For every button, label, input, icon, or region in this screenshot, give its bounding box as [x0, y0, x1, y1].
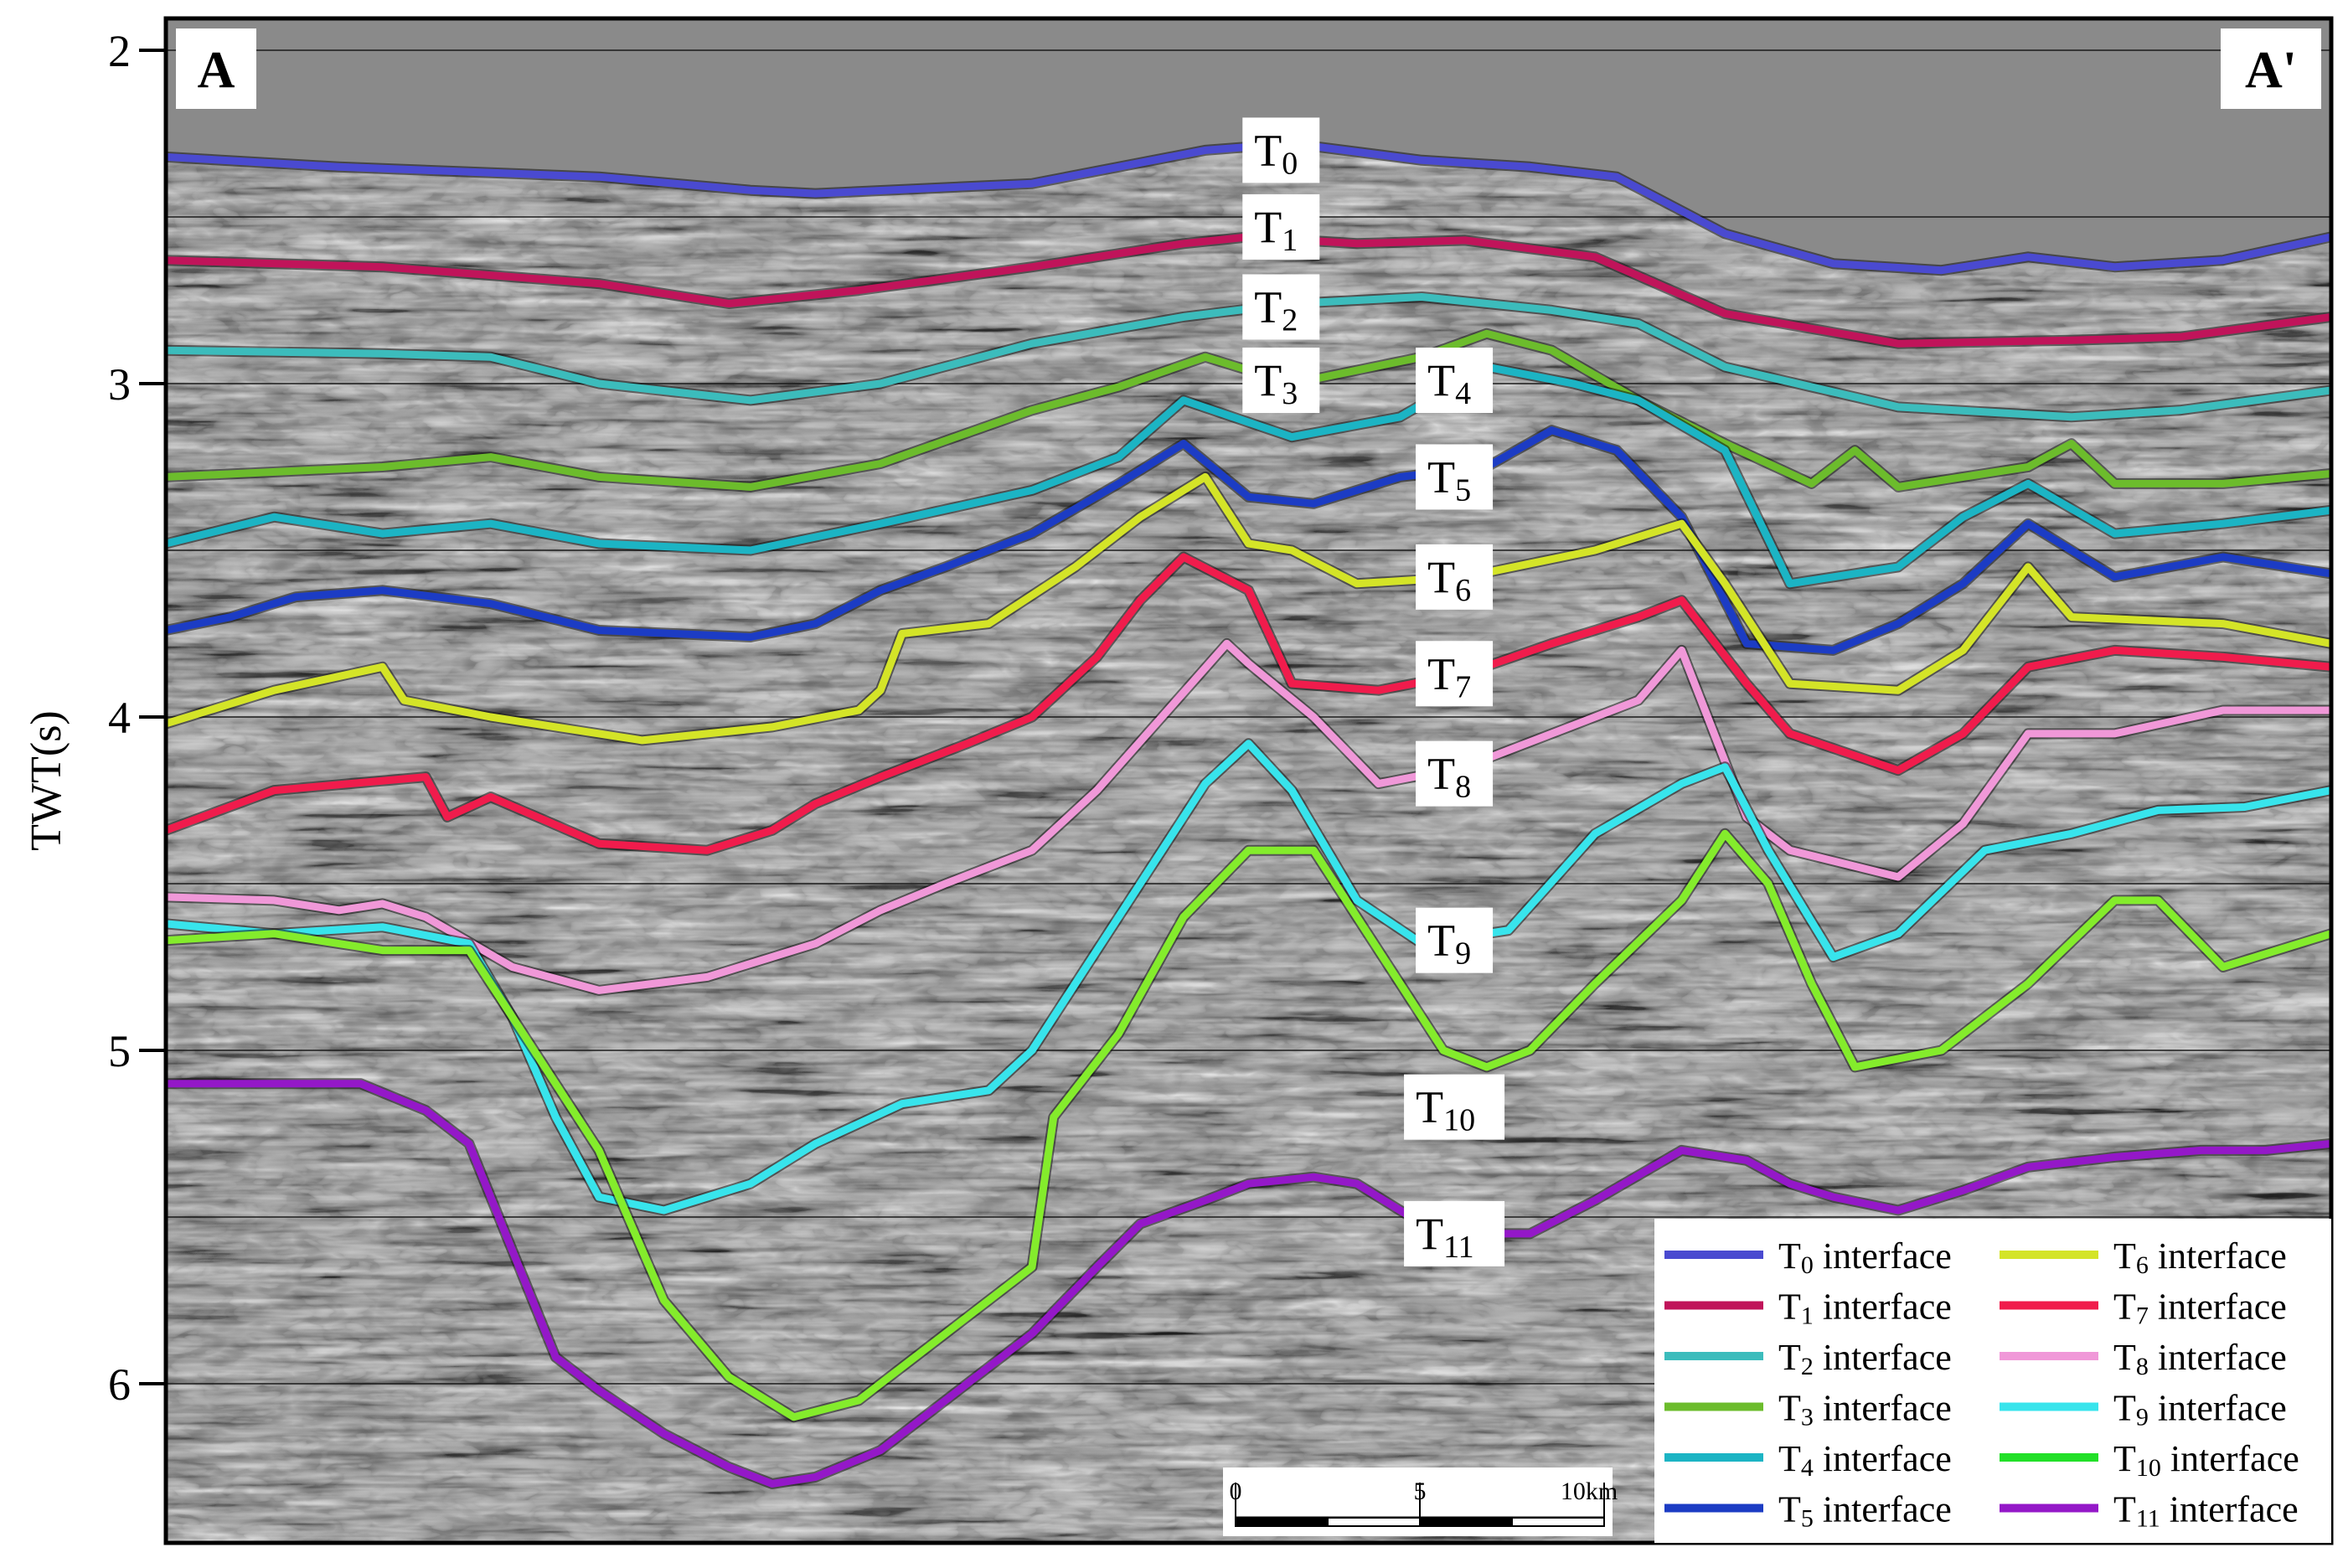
legend-entry-t0: T0 interface	[1664, 1235, 1952, 1279]
y-tick-label: 5	[108, 1026, 131, 1076]
svg-text:T3: T3	[1254, 355, 1298, 411]
svg-text:T10: T10	[1416, 1082, 1475, 1138]
horizon-line-t5	[166, 426, 2331, 654]
horizon-line-t3	[166, 329, 2331, 491]
scale-bar-label: 10km	[1561, 1478, 1618, 1505]
svg-text:T6: T6	[1427, 552, 1471, 608]
horizon-labels: T0 T1 T2 T3 T4 T5 T6 T7 T8 T9 T10 T11	[1242, 117, 1505, 1266]
svg-text:T8: T8	[1427, 749, 1471, 805]
legend-entry-t11: T11 interface	[2000, 1489, 2299, 1533]
horizon-line-t11	[166, 1080, 2331, 1488]
horizon-label-t9: T9	[1416, 907, 1494, 973]
svg-text:T8 interface: T8 interface	[2113, 1337, 2287, 1380]
horizon-line-t7	[166, 553, 2331, 854]
legend-entry-t9: T9 interface	[2000, 1388, 2287, 1431]
scale-bar: 0 5 10km	[1223, 1467, 1618, 1536]
horizon-label-t7: T7	[1416, 641, 1494, 707]
legend-entry-t8: T8 interface	[2000, 1337, 2287, 1380]
svg-text:T9: T9	[1427, 916, 1471, 972]
horizon-line-t9	[166, 740, 2331, 1215]
svg-text:T3 interface: T3 interface	[1778, 1388, 1952, 1431]
corner-label-a: A	[198, 42, 235, 99]
horizon-label-t6: T6	[1416, 544, 1494, 610]
svg-text:T4 interface: T4 interface	[1778, 1438, 1952, 1482]
horizon-label-t5: T5	[1416, 444, 1494, 510]
svg-text:T1 interface: T1 interface	[1778, 1287, 1952, 1330]
svg-text:T1: T1	[1254, 202, 1298, 258]
legend: T0 interface T1 interface T2 interface T3 i…	[1654, 1219, 2331, 1543]
legend-entry-t6: T6 interface	[2000, 1235, 2287, 1279]
svg-text:T2 interface: T2 interface	[1778, 1337, 1952, 1380]
svg-text:T5 interface: T5 interface	[1778, 1489, 1952, 1533]
legend-entry-t7: T7 interface	[2000, 1287, 2287, 1330]
seismic-section-panel: T0 T1 T2 T3 T4 T5 T6 T7 T8 T9 T10 T11	[166, 18, 2331, 1543]
horizon-label-t8: T8	[1416, 740, 1494, 807]
scale-bar-label: 0	[1230, 1478, 1242, 1505]
legend-entry-t10: T10 interface	[2000, 1438, 2299, 1482]
scale-bar-label: 5	[1414, 1478, 1427, 1505]
corner-label-right: A'	[2221, 28, 2321, 109]
svg-text:T6 interface: T6 interface	[2113, 1235, 2287, 1279]
svg-text:T7: T7	[1427, 648, 1471, 704]
svg-text:T7 interface: T7 interface	[2113, 1287, 2287, 1330]
horizon-line-t4	[166, 363, 2331, 588]
legend-entry-t4: T4 interface	[1664, 1438, 1952, 1482]
horizon-line-t8	[166, 639, 2331, 994]
horizon-label-t2: T2	[1242, 274, 1320, 340]
legend-entry-t3: T3 interface	[1664, 1388, 1952, 1431]
y-axis: TWT(s) 2 3 4 5 6	[23, 18, 168, 1543]
legend-entry-t5: T5 interface	[1664, 1489, 1952, 1533]
corner-label-a-prime: A'	[2245, 42, 2297, 99]
horizon-label-t3: T3	[1242, 348, 1320, 414]
legend-box	[1654, 1219, 2331, 1543]
y-axis-label: TWT(s)	[23, 710, 70, 850]
legend-entry-t1: T1 interface	[1664, 1287, 1952, 1330]
y-tick-label: 3	[108, 359, 131, 410]
horizon-line-t6	[166, 472, 2331, 745]
svg-text:T5: T5	[1427, 451, 1471, 508]
svg-text:T2: T2	[1254, 281, 1298, 338]
legend-entry-t2: T2 interface	[1664, 1337, 1952, 1380]
svg-text:T10 interface: T10 interface	[2113, 1438, 2299, 1482]
svg-text:T11: T11	[1416, 1209, 1474, 1265]
horizon-label-t0: T0	[1242, 117, 1320, 183]
horizon-label-t11: T11	[1404, 1200, 1505, 1266]
svg-text:T4: T4	[1427, 355, 1471, 411]
svg-text:T11 interface: T11 interface	[2113, 1489, 2299, 1533]
y-tick-label: 4	[108, 693, 131, 743]
horizon-label-t1: T1	[1242, 193, 1320, 260]
svg-text:T0 interface: T0 interface	[1778, 1235, 1952, 1279]
svg-text:T9 interface: T9 interface	[2113, 1388, 2287, 1431]
y-tick-label: 2	[108, 26, 131, 76]
corner-label-left: A	[176, 28, 256, 109]
horizon-line-t0	[166, 139, 2331, 275]
horizon-line-t10	[166, 829, 2331, 1421]
horizon-label-t4: T4	[1416, 348, 1494, 414]
horizon-label-t10: T10	[1404, 1074, 1505, 1140]
y-tick-label: 6	[108, 1359, 131, 1410]
svg-text:T0: T0	[1254, 125, 1298, 181]
